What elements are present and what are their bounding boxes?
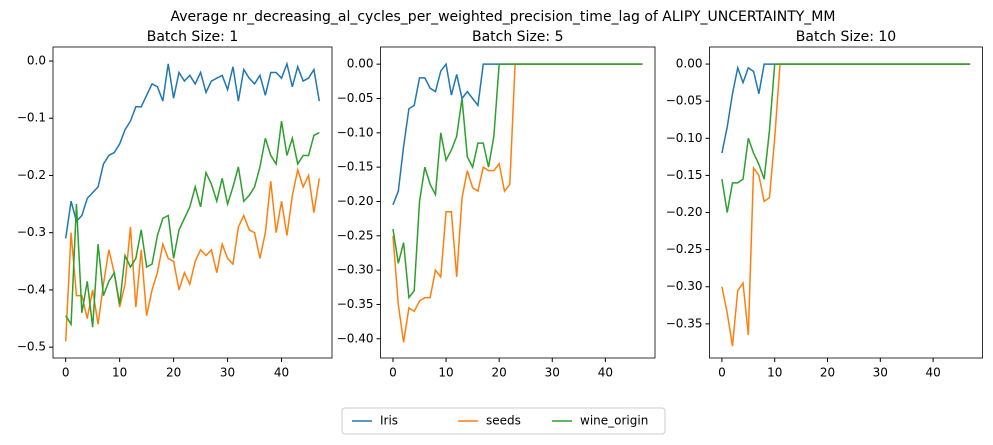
x-tick-label: 30: [873, 366, 888, 380]
axes-frame: [52, 46, 333, 359]
x-tick-label: 40: [925, 366, 940, 380]
x-tick-label: 10: [767, 366, 782, 380]
y-tick-label: −0.2: [17, 168, 46, 182]
y-tick-label: −0.10: [666, 131, 703, 145]
x-tick-label: 20: [492, 366, 507, 380]
x-tick-label: 40: [598, 366, 613, 380]
y-tick-label: −0.15: [666, 168, 703, 182]
figure-title: Average nr_decreasing_al_cycles_per_weig…: [171, 9, 836, 25]
x-tick-label: 20: [820, 366, 835, 380]
series-line: [64, 166, 321, 342]
y-tick-label: −0.40: [337, 331, 374, 345]
x-tick-label: 30: [545, 366, 560, 380]
y-tick-label: −0.30: [337, 263, 374, 277]
y-tick-label: −0.20: [337, 194, 374, 208]
x-tick-label: 30: [220, 366, 235, 380]
series-line: [65, 120, 320, 328]
series-line: [64, 61, 321, 239]
y-tick-label: −0.25: [666, 242, 703, 256]
y-tick-label: −0.4: [17, 282, 46, 296]
subplot-title: Batch Size: 1: [147, 29, 239, 45]
series-line: [721, 63, 971, 213]
x-tick-label: 0: [389, 366, 397, 380]
x-tick-label: 20: [166, 366, 181, 380]
legend-box: [341, 407, 666, 435]
y-tick-label: −0.5: [17, 340, 46, 354]
subplot-title: Batch Size: 10: [796, 29, 896, 45]
y-tick-label: −0.30: [666, 279, 703, 293]
y-tick-label: −0.1: [17, 111, 46, 125]
x-tick-label: 0: [718, 366, 726, 380]
legend-label: seeds: [486, 414, 521, 428]
y-tick-label: 0.00: [676, 57, 703, 71]
y-tick-label: −0.15: [337, 160, 374, 174]
x-tick-label: 10: [438, 366, 453, 380]
axes-frame: [380, 46, 656, 359]
y-tick-label: −0.35: [666, 316, 703, 330]
subplot-title: Batch Size: 5: [472, 29, 564, 45]
y-tick-label: −0.05: [666, 94, 703, 108]
legend-label: wine_origin: [580, 414, 648, 428]
y-tick-label: −0.3: [17, 225, 46, 239]
x-tick-label: 10: [112, 366, 127, 380]
x-tick-label: 0: [62, 366, 70, 380]
series-line: [392, 63, 643, 300]
y-tick-label: −0.25: [337, 228, 374, 242]
y-tick-label: −0.10: [337, 125, 374, 139]
legend-label: Iris: [380, 414, 398, 428]
y-tick-label: −0.35: [337, 297, 374, 311]
y-tick-label: 0.0: [27, 54, 46, 68]
y-tick-label: −0.05: [337, 91, 374, 105]
y-tick-label: 0.00: [347, 57, 374, 71]
axes-frame: [709, 46, 983, 359]
x-tick-label: 40: [274, 366, 289, 380]
y-tick-label: −0.20: [666, 205, 703, 219]
